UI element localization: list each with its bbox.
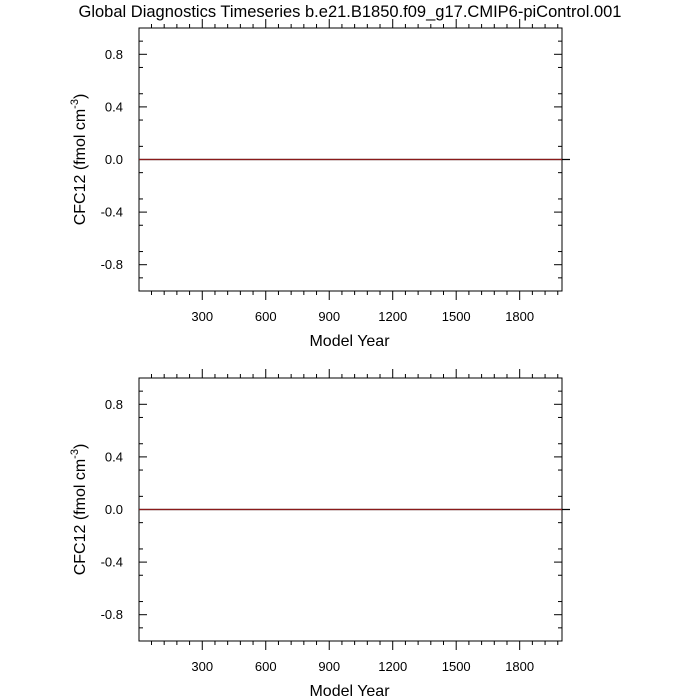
x-tick-label: 900: [318, 309, 340, 324]
x-axis-label: Model Year: [309, 333, 390, 350]
y-axis-label-main: CFC12 (fmol cm: [72, 109, 89, 225]
y-axis-label-close: ): [72, 444, 89, 449]
y-tick-label: 0.0: [105, 502, 123, 517]
x-tick-label: 300: [191, 309, 213, 324]
y-tick-label: -0.4: [101, 205, 123, 220]
chart-panel-bottom: 0.8 0.4 0.0 -0.4 -0.8 300 600 900 1200 1500 1800 Mo…: [69, 369, 570, 700]
x-tick-label: 1800: [505, 659, 534, 674]
y-axis-label: CFC12 (fmol cm-3): [69, 94, 89, 226]
x-axis-label: Model Year: [309, 683, 390, 700]
x-tick-label: 1200: [378, 659, 407, 674]
chart-panel-top: 0.8 0.4 0.0 -0.4 -0.8 300 600 900 1200 1500 1800 Mo…: [69, 19, 570, 350]
y-axis-label: CFC12 (fmol cm-3): [69, 444, 89, 576]
x-tick-label: 1500: [442, 659, 471, 674]
x-tick-label: 900: [318, 659, 340, 674]
x-tick-label: 300: [191, 659, 213, 674]
y-tick-label: 0.8: [105, 397, 123, 412]
y-tick-label: -0.8: [101, 607, 123, 622]
y-axis-label-main: CFC12 (fmol cm: [72, 459, 89, 575]
x-tick-label: 1500: [442, 309, 471, 324]
x-tick-label: 1200: [378, 309, 407, 324]
y-tick-label: -0.8: [101, 257, 123, 272]
figure-title: Global Diagnostics Timeseries b.e21.B185…: [79, 3, 622, 21]
y-tick-label: -0.4: [101, 555, 123, 570]
y-tick-label: 0.4: [105, 449, 123, 464]
x-tick-label: 600: [255, 309, 277, 324]
y-tick-label: 0.4: [105, 99, 123, 114]
y-axis-label-exponent: -3: [69, 99, 81, 109]
y-axis-label-exponent: -3: [69, 449, 81, 459]
y-axis-label-close: ): [72, 94, 89, 99]
y-tick-label: 0.8: [105, 47, 123, 62]
x-tick-label: 600: [255, 659, 277, 674]
y-tick-label: 0.0: [105, 152, 123, 167]
x-tick-label: 1800: [505, 309, 534, 324]
